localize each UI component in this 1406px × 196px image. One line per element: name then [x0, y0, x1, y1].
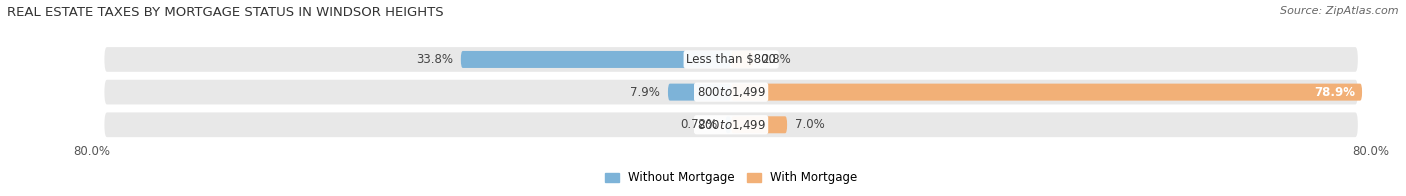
Legend: Without Mortgage, With Mortgage: Without Mortgage, With Mortgage	[600, 167, 862, 189]
FancyBboxPatch shape	[731, 116, 787, 133]
FancyBboxPatch shape	[731, 84, 1362, 101]
FancyBboxPatch shape	[668, 84, 731, 101]
Text: 7.0%: 7.0%	[794, 118, 825, 131]
FancyBboxPatch shape	[731, 51, 754, 68]
Text: REAL ESTATE TAXES BY MORTGAGE STATUS IN WINDSOR HEIGHTS: REAL ESTATE TAXES BY MORTGAGE STATUS IN …	[7, 6, 444, 19]
Text: 78.9%: 78.9%	[1315, 86, 1355, 99]
FancyBboxPatch shape	[104, 111, 1358, 138]
Text: Less than $800: Less than $800	[686, 53, 776, 66]
Text: $800 to $1,499: $800 to $1,499	[696, 85, 766, 99]
Text: 7.9%: 7.9%	[630, 86, 659, 99]
FancyBboxPatch shape	[725, 116, 731, 133]
FancyBboxPatch shape	[461, 51, 731, 68]
Text: $800 to $1,499: $800 to $1,499	[696, 118, 766, 132]
Text: Source: ZipAtlas.com: Source: ZipAtlas.com	[1281, 6, 1399, 16]
Text: 0.72%: 0.72%	[681, 118, 717, 131]
Text: 33.8%: 33.8%	[416, 53, 453, 66]
Text: 2.8%: 2.8%	[762, 53, 792, 66]
FancyBboxPatch shape	[104, 79, 1358, 105]
FancyBboxPatch shape	[104, 46, 1358, 73]
